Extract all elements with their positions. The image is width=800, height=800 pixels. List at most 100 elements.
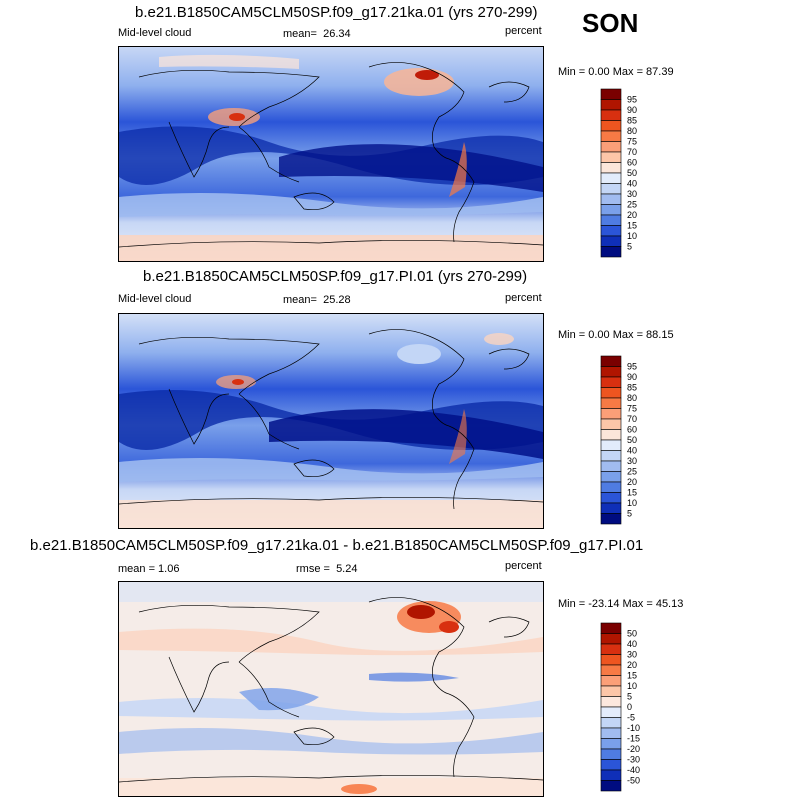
panel-2-coastlines xyxy=(119,329,543,510)
panel-1-colorbar-box xyxy=(600,141,622,153)
season-label: SON xyxy=(582,8,639,38)
panel-3-title: b.e21.B1850CAM5CLM50SP.f09_g17.21ka.01 -… xyxy=(30,537,644,554)
panel-3-colorbar-label: -20 xyxy=(627,744,640,754)
panel-2-colorbar-box xyxy=(600,492,622,504)
panel-3-rmse-label: rmse = 5.24 xyxy=(296,563,357,575)
panel-3-colorbar-label: -50 xyxy=(627,776,640,786)
panel-3-colorbar-label: 50 xyxy=(627,629,637,639)
panel-2-minmax: Min = 0.00 Max = 88.15 xyxy=(558,329,674,341)
panel-3-colorbar-box xyxy=(600,654,622,666)
panel-1-colorbar-label: 85 xyxy=(627,116,637,126)
panel-3-colorbar: 50 40 30 20 15 10 5 0 -5 -10 -15 -20 -30 -40 -50 xyxy=(600,622,661,796)
panel-1-colorbar-label: 90 xyxy=(627,105,637,115)
panel-3-colorbar-label: -5 xyxy=(627,713,635,723)
panel-1-mean-label: mean= 26.34 xyxy=(283,28,351,40)
panel-3-colorbar-box xyxy=(600,664,622,676)
panel-3-colorbar-label: 40 xyxy=(627,639,637,649)
panel-1-mean-value: 26.34 xyxy=(323,28,351,40)
panel-2-colorbar-label: 25 xyxy=(627,467,637,477)
panel-1-colorbar-label: 20 xyxy=(627,210,637,220)
panel-3-minmax: Min = -23.14 Max = 45.13 xyxy=(558,598,684,610)
panel-2-colorbar: 95 90 85 80 75 70 60 50 40 30 25 20 15 10 5 xyxy=(600,355,661,529)
panel-1-colorbar-label: 50 xyxy=(627,168,637,178)
panel-2-colorbar-label: 40 xyxy=(627,446,637,456)
panel-3-colorbar-box xyxy=(600,738,622,750)
panel-2-colorbar-box xyxy=(600,471,622,483)
panel-2-colorbar-box xyxy=(600,513,622,525)
panel-1-colorbar-box xyxy=(600,88,622,100)
panel-1-colorbar-label: 40 xyxy=(627,179,637,189)
panel-3-colorbar-label: -30 xyxy=(627,755,640,765)
panel-2-colorbar-box xyxy=(600,418,622,430)
panel-2-colorbar-label: 30 xyxy=(627,456,637,466)
panel-1-colorbar-label: 70 xyxy=(627,147,637,157)
panel-3-colorbar-label: -40 xyxy=(627,765,640,775)
panel-1-colorbar-box xyxy=(600,99,622,111)
panel-1-colorbar-box xyxy=(600,183,622,195)
panel-3-map xyxy=(118,581,544,797)
panel-3-mean-label: mean = 1.06 xyxy=(118,563,180,575)
panel-2-colorbar-label: 95 xyxy=(627,362,637,372)
panel-1-colorbar: 95 90 85 80 75 70 60 50 40 30 25 20 15 10 5 xyxy=(600,88,661,262)
panel-1-coastlines xyxy=(119,62,543,248)
panel-3-colorbar-box xyxy=(600,780,622,792)
panel-3-coastlines xyxy=(119,597,543,783)
panel-1-units: percent xyxy=(505,25,542,37)
panel-2-colorbar-box xyxy=(600,429,622,441)
panel-2-colorbar-box xyxy=(600,481,622,493)
panel-3-colorbar-box xyxy=(600,622,622,634)
panel-3-colorbar-box xyxy=(600,643,622,655)
panel-3-colorbar-box xyxy=(600,748,622,760)
panel-2-colorbar-label: 85 xyxy=(627,383,637,393)
panel-2-variable-label: Mid-level cloud xyxy=(118,293,192,305)
panel-3-colorbar-box xyxy=(600,675,622,687)
panel-1-colorbar-box xyxy=(600,130,622,142)
panel-1-colorbar-box xyxy=(600,109,622,121)
panel-1-colorbar-box xyxy=(600,246,622,258)
panel-1-colorbar-label: 30 xyxy=(627,189,637,199)
panel-3-colorbar-box xyxy=(600,759,622,771)
panel-1-colorbar-label: 75 xyxy=(627,137,637,147)
panel-2-colorbar-box xyxy=(600,502,622,514)
panel-2-mean-label: mean= 25.28 xyxy=(283,294,351,306)
panel-1-variable-label: Mid-level cloud xyxy=(118,27,192,39)
panel-3-colorbar-label: 30 xyxy=(627,650,637,660)
panel-1-minmax: Min = 0.00 Max = 87.39 xyxy=(558,66,674,78)
panel-3-field xyxy=(119,582,543,796)
panel-3-colorbar-box xyxy=(600,727,622,739)
panel-1-colorbar-box xyxy=(600,214,622,226)
panel-1-map xyxy=(118,46,544,262)
panel-3-colorbar-box xyxy=(600,685,622,697)
panel-3-colorbar-label: -15 xyxy=(627,734,640,744)
panel-2-colorbar-label: 50 xyxy=(627,435,637,445)
panel-2-colorbar-label: 15 xyxy=(627,488,637,498)
panel-1-colorbar-box xyxy=(600,172,622,184)
panel-2-colorbar-box xyxy=(600,376,622,388)
panel-2-mean-prefix: mean= xyxy=(283,294,317,306)
panel-2-colorbar-box xyxy=(600,387,622,399)
panel-1-colorbar-box xyxy=(600,235,622,247)
panel-1-colorbar-box xyxy=(600,193,622,205)
panel-2-colorbar-label: 70 xyxy=(627,414,637,424)
panel-3-colorbar-box xyxy=(600,769,622,781)
panel-1-colorbar-box xyxy=(600,204,622,216)
panel-3-colorbar-label: -10 xyxy=(627,723,640,733)
panel-2-map xyxy=(118,313,544,529)
panel-3-colorbar-box xyxy=(600,717,622,729)
panel-3-colorbar-label: 20 xyxy=(627,660,637,670)
panel-1-colorbar-label: 60 xyxy=(627,158,637,168)
panel-1-colorbar-label: 5 xyxy=(627,242,632,252)
panel-3-colorbar-label: 10 xyxy=(627,681,637,691)
panel-2-colorbar-label: 80 xyxy=(627,393,637,403)
panel-2-colorbar-label: 20 xyxy=(627,477,637,487)
panel-1-title: b.e21.B1850CAM5CLM50SP.f09_g17.21ka.01 (… xyxy=(135,4,538,21)
panel-2-colorbar-box xyxy=(600,439,622,451)
panel-1-colorbar-label: 15 xyxy=(627,221,637,231)
panel-3-units: percent xyxy=(505,560,542,572)
panel-1-colorbar-box xyxy=(600,162,622,174)
panel-2-colorbar-box xyxy=(600,450,622,462)
panel-2-colorbar-box xyxy=(600,460,622,472)
panel-2-mean-value: 25.28 xyxy=(323,294,351,306)
panel-2-colorbar-label: 5 xyxy=(627,509,632,519)
panel-2-title: b.e21.B1850CAM5CLM50SP.f09_g17.PI.01 (yr… xyxy=(143,268,528,285)
